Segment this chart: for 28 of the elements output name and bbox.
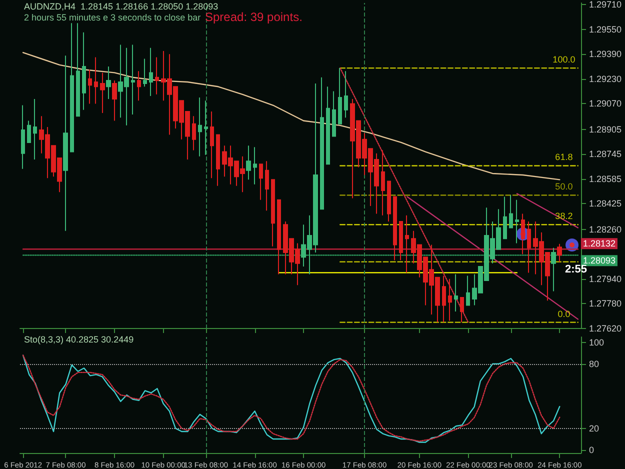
y-tick-label: 1.28260	[589, 224, 622, 234]
y-tick-label: 1.27620	[589, 324, 622, 334]
y-tick-label: 20	[589, 423, 600, 434]
y-tick-label: 1.28425	[589, 198, 622, 209]
series-label: 61.8	[555, 152, 573, 162]
y-tick-label: 1.28585	[589, 174, 622, 184]
y-tick-label: 80	[589, 358, 600, 369]
y-tick-label: 1.27940	[589, 274, 622, 284]
y-tick-label: 1.29230	[589, 74, 622, 84]
series-label: 1.28093	[582, 256, 616, 266]
series-label: 1.28132	[582, 238, 616, 249]
chart-title: AUDNZD,H4 1.28145 1.28166 1.28050 1.28093	[24, 2, 218, 12]
text: 2 hours 55 minutes e 3 seconds to close bar	[24, 12, 201, 22]
y-tick-label: 1.29710	[589, 0, 622, 10]
series-label: 50.0	[555, 182, 573, 192]
annotation: 2:55	[565, 264, 588, 276]
series-label: 100.0	[552, 54, 576, 65]
series-label: 0.0	[558, 308, 570, 319]
y-tick-label: 1.28745	[589, 149, 622, 160]
y-tick-label: 0	[589, 444, 594, 455]
annotation: Spread: 39 points.	[205, 10, 302, 24]
y-tick-label: 1.29550	[589, 24, 622, 34]
chart-title: Sto(8,3,3) 40.2825 30.2449	[24, 334, 134, 344]
y-tick-label: 100	[589, 337, 604, 348]
y-tick-label: 1.28905	[589, 124, 622, 134]
y-tick-label: 1.27780	[589, 298, 622, 309]
y-tick-label: 1.29390	[589, 49, 622, 60]
y-tick-label: 1.29070	[589, 98, 622, 109]
